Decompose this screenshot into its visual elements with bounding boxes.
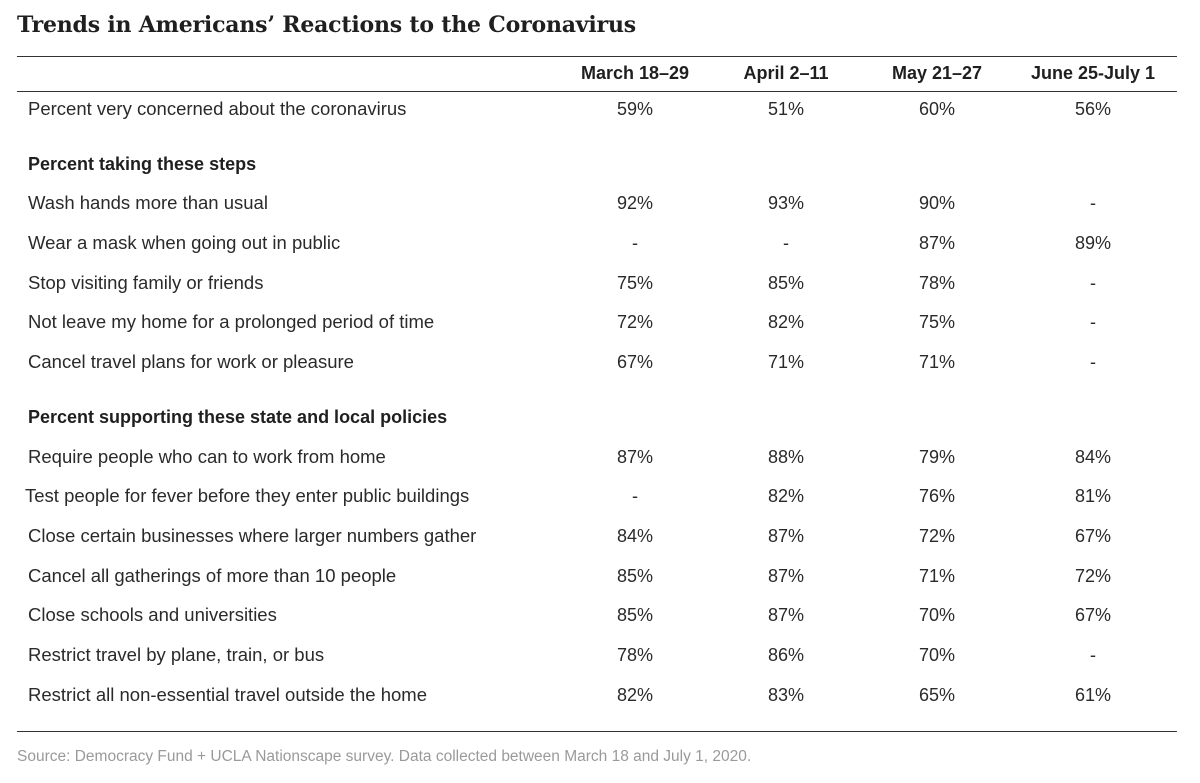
table-cell: 72%: [616, 312, 654, 332]
table-cell: 82%: [616, 685, 654, 705]
table-cell: -: [1090, 352, 1096, 372]
column-header: March 18–29: [580, 63, 690, 83]
table-cell: 82%: [767, 486, 805, 506]
table-cell: 71%: [918, 352, 956, 372]
table-cell: 87%: [767, 566, 805, 586]
table-cell: 61%: [1074, 685, 1112, 705]
table-cell: 86%: [767, 645, 805, 665]
table-cell: 78%: [918, 273, 956, 293]
table-cell: 83%: [767, 685, 805, 705]
table-cell: 89%: [1074, 233, 1112, 253]
table-cell: 67%: [1074, 605, 1112, 625]
table-cell: -: [632, 233, 638, 253]
table-cell: 71%: [767, 352, 805, 372]
table-cell: 79%: [918, 447, 956, 467]
table-cell: 87%: [767, 605, 805, 625]
row-label: Cancel travel plans for work or pleasure: [28, 351, 354, 372]
table-cell: 82%: [767, 312, 805, 332]
table-cell: 92%: [616, 193, 654, 213]
table-cell: 67%: [616, 352, 654, 372]
table-cell: 84%: [1074, 447, 1112, 467]
table-cell: 78%: [616, 645, 654, 665]
section-heading: Percent taking these steps: [28, 154, 257, 174]
table-cell: 72%: [918, 526, 956, 546]
row-label: Wear a mask when going out in public: [28, 232, 341, 253]
table-cell: 87%: [918, 233, 956, 253]
table-cell: 87%: [616, 447, 654, 467]
table-cell: 85%: [616, 605, 654, 625]
table-cell: 81%: [1074, 486, 1112, 506]
row-label: Close schools and universities: [28, 604, 277, 625]
table-cell: 87%: [767, 526, 805, 546]
table-cell: 75%: [918, 312, 956, 332]
column-header: June 25-July 1: [1030, 63, 1156, 83]
table-cell: 56%: [1074, 99, 1112, 119]
row-label: Not leave my home for a prolonged period…: [28, 311, 435, 332]
table-title: Trends in Americans’ Reactions to the Co…: [17, 12, 636, 38]
column-header: May 21–27: [891, 63, 983, 83]
table-cell: -: [632, 486, 638, 506]
section-heading: Percent supporting these state and local…: [28, 407, 448, 427]
table-cell: -: [1090, 193, 1096, 213]
table-cell: -: [1090, 645, 1096, 665]
column-header: April 2–11: [743, 63, 829, 83]
table-cell: 67%: [1074, 526, 1112, 546]
bottom-rule: [17, 731, 1177, 732]
row-label: Restrict travel by plane, train, or bus: [28, 644, 325, 665]
table-cell: 70%: [918, 645, 956, 665]
top-rule: [17, 56, 1177, 57]
source-note: Source: Democracy Fund + UCLA Nationscap…: [17, 748, 752, 765]
row-label: Stop visiting family or friends: [28, 272, 264, 293]
table-cell: 72%: [1074, 566, 1112, 586]
table-cell: -: [1090, 273, 1096, 293]
table-cell: 85%: [767, 273, 805, 293]
row-label: Percent very concerned about the coronav…: [28, 98, 407, 119]
table-cell: -: [1090, 312, 1096, 332]
row-label: Close certain businesses where larger nu…: [28, 525, 477, 546]
table-cell: 84%: [616, 526, 654, 546]
table-cell: 90%: [918, 193, 956, 213]
row-label: Cancel all gatherings of more than 10 pe…: [28, 565, 397, 586]
table-cell: 75%: [616, 273, 654, 293]
row-label: Require people who can to work from home: [28, 446, 386, 467]
table-cell: 65%: [918, 685, 956, 705]
table-cell: 51%: [767, 99, 805, 119]
table-cell: 93%: [767, 193, 805, 213]
row-label: Restrict all non-essential travel outsid…: [28, 684, 427, 705]
table-cell: 85%: [616, 566, 654, 586]
table-cell: -: [783, 233, 789, 253]
table-cell: 60%: [918, 99, 956, 119]
table-cell: 70%: [918, 605, 956, 625]
table-cell: 71%: [918, 566, 956, 586]
table-cell: 88%: [767, 447, 805, 467]
row-label: Test people for fever before they enter …: [25, 485, 470, 506]
table-cell: 76%: [918, 486, 956, 506]
row-label: Wash hands more than usual: [28, 192, 268, 213]
header-rule: [17, 91, 1177, 92]
table-cell: 59%: [616, 99, 654, 119]
